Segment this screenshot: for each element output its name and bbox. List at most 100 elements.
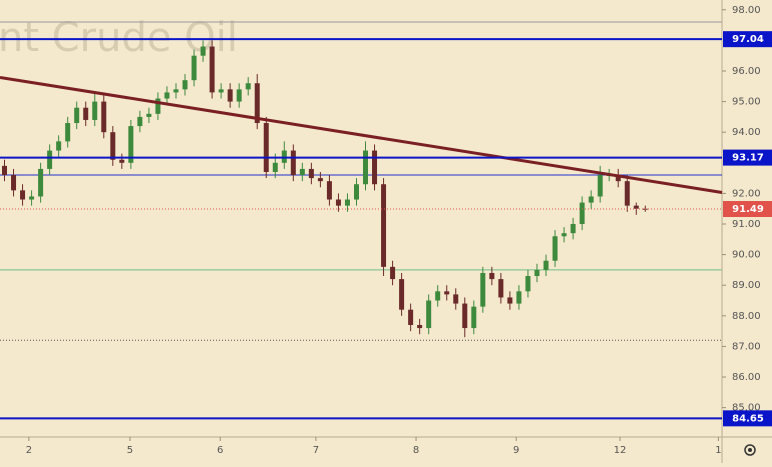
x-tick-label: 9 bbox=[513, 445, 519, 456]
x-tick-label: 2 bbox=[26, 445, 32, 456]
y-tick-label: 91.00 bbox=[732, 219, 761, 230]
candle-body bbox=[227, 89, 233, 102]
candle-body bbox=[245, 83, 251, 90]
y-tick-label: 88.00 bbox=[732, 311, 761, 322]
candle-body bbox=[543, 260, 549, 270]
candle-body bbox=[615, 175, 621, 182]
candle-body bbox=[137, 116, 143, 127]
y-tick-label: 95.00 bbox=[732, 97, 761, 108]
candle-body bbox=[119, 159, 125, 163]
candle-body bbox=[353, 184, 359, 200]
candle-body bbox=[65, 123, 71, 142]
level-label-bg bbox=[723, 410, 772, 427]
candle-body bbox=[444, 291, 450, 295]
y-tick-label: 87.00 bbox=[732, 341, 761, 352]
level-label: 93.17 bbox=[732, 153, 764, 164]
candle-body bbox=[182, 80, 188, 90]
candle-body bbox=[74, 107, 80, 124]
x-tick-label: 6 bbox=[217, 445, 223, 456]
candle-body bbox=[624, 181, 630, 206]
candle-body bbox=[462, 303, 468, 329]
y-tick-label: 98.00 bbox=[732, 5, 761, 16]
candle-body bbox=[272, 162, 278, 172]
candle-body bbox=[588, 196, 594, 203]
y-tick-label: 86.00 bbox=[732, 372, 761, 383]
candle-body bbox=[498, 279, 504, 298]
candle-body bbox=[435, 291, 441, 301]
candle-body bbox=[633, 205, 639, 209]
candle-body bbox=[263, 123, 269, 172]
candle-body bbox=[29, 196, 35, 200]
candle-body bbox=[516, 291, 522, 304]
candle-body bbox=[480, 272, 486, 307]
candle-body bbox=[92, 101, 98, 120]
candle-body bbox=[2, 165, 8, 176]
x-tick-label: 12 bbox=[614, 445, 627, 456]
candle-body bbox=[570, 224, 576, 234]
candle-body bbox=[11, 175, 17, 191]
x-tick-label: 7 bbox=[313, 445, 319, 456]
candle-body bbox=[146, 113, 152, 117]
candle-body bbox=[552, 236, 558, 261]
candle-body bbox=[561, 233, 567, 237]
x-tick-label: 8 bbox=[413, 445, 419, 456]
candle-body bbox=[399, 279, 405, 310]
candle-body bbox=[101, 101, 107, 133]
candle-body bbox=[173, 89, 179, 93]
trendline bbox=[0, 75, 723, 194]
level-label: 84.65 bbox=[732, 413, 764, 424]
candle-body bbox=[290, 150, 296, 176]
candle-body bbox=[597, 175, 603, 197]
y-tick-label: 94.00 bbox=[732, 127, 761, 138]
candle-body bbox=[534, 269, 540, 277]
candle-body bbox=[317, 178, 323, 182]
watermark: nt Crude Oil bbox=[0, 15, 238, 61]
candle-body bbox=[164, 92, 170, 99]
level-label-bg bbox=[723, 201, 772, 218]
candle-body bbox=[363, 150, 369, 185]
candle-body bbox=[489, 272, 495, 280]
candle-body bbox=[299, 168, 305, 176]
candle-body bbox=[417, 324, 423, 329]
level-label: 91.49 bbox=[732, 204, 764, 215]
y-tick-label: 85.00 bbox=[732, 403, 761, 414]
x-tick-label: 1 bbox=[715, 445, 721, 456]
candle-body bbox=[381, 184, 387, 267]
candle-body bbox=[426, 300, 432, 329]
candle-body bbox=[110, 132, 116, 160]
y-tick-label: 92.00 bbox=[732, 188, 761, 199]
plot-bg bbox=[0, 0, 722, 437]
candle-body bbox=[390, 266, 396, 280]
candle-body bbox=[335, 199, 341, 206]
candle-body bbox=[344, 199, 350, 206]
candle-body bbox=[579, 202, 585, 225]
candle-body bbox=[372, 150, 378, 185]
y-tick-label: 96.00 bbox=[732, 66, 761, 77]
candle-body bbox=[471, 306, 477, 329]
level-label: 97.04 bbox=[732, 34, 764, 45]
candle-body bbox=[191, 55, 197, 81]
candle-body bbox=[218, 89, 224, 93]
y-tick-label: 90.00 bbox=[732, 250, 761, 261]
candle-body bbox=[308, 168, 314, 179]
candle-body bbox=[200, 46, 206, 56]
level-label-bg bbox=[723, 31, 772, 48]
settings-icon[interactable] bbox=[744, 444, 756, 456]
candle-body bbox=[236, 89, 242, 102]
candle-body bbox=[20, 190, 26, 200]
candle-body bbox=[38, 168, 44, 197]
candle-body bbox=[47, 150, 53, 169]
candle-body bbox=[209, 46, 215, 93]
candle-body bbox=[83, 107, 89, 120]
candle-body bbox=[453, 294, 459, 304]
candle-body bbox=[128, 126, 134, 163]
candle-body bbox=[408, 309, 414, 325]
level-label-bg bbox=[723, 149, 772, 166]
candle-body bbox=[56, 141, 62, 151]
candle-body bbox=[155, 98, 161, 114]
candle-body bbox=[254, 83, 260, 124]
candle-body bbox=[525, 276, 531, 292]
y-tick-label: 89.00 bbox=[732, 280, 761, 291]
